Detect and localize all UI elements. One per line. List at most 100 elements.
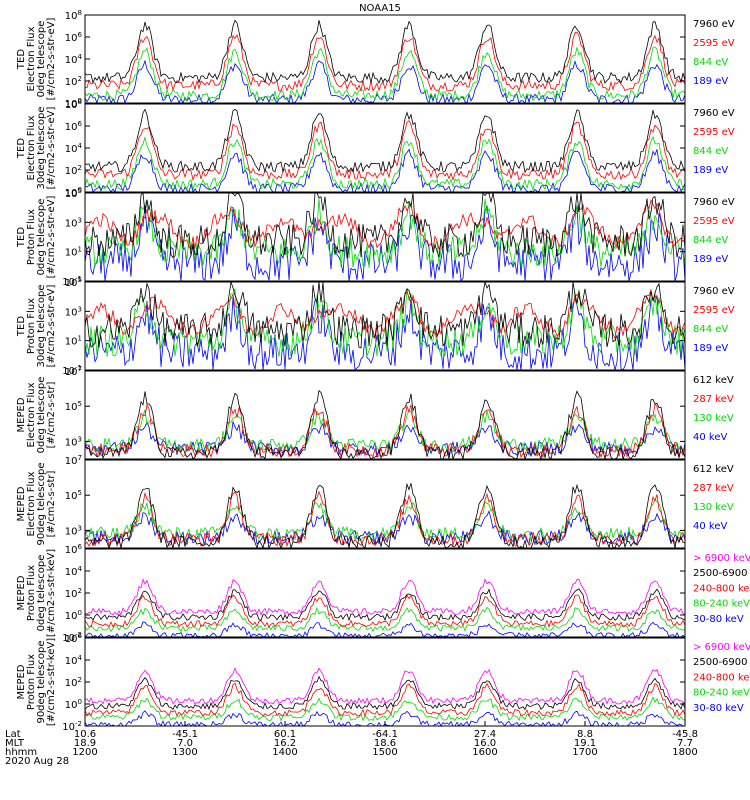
- y-tick-label: 100: [65, 97, 82, 110]
- panel-frame: [84, 370, 686, 460]
- series-meped-e-0-2: [84, 402, 686, 459]
- legend-entry: 130 keV: [693, 502, 734, 513]
- y-tick-label: 100: [65, 698, 82, 711]
- legend-entry: 287 keV: [693, 483, 734, 494]
- y-axis-label: MEPEDProton Flux0deg telescope[#/cm2-s-s…: [16, 549, 57, 637]
- x-tick-label: 16.2: [274, 738, 296, 749]
- legend-entry: 844 eV: [693, 57, 728, 68]
- legend-entry: 7960 eV: [693, 108, 735, 119]
- legend-entry: 240-800 keV: [693, 672, 750, 683]
- y-tick-label: 103: [65, 216, 82, 229]
- y-tick-label: 106: [65, 120, 83, 133]
- legend-entry: 80-240 keV: [693, 688, 750, 699]
- x-tick-label: 10.6: [74, 729, 96, 740]
- y-tick-label: 103: [65, 435, 82, 448]
- legend-entry: 287 keV: [693, 394, 734, 405]
- series-ted-e-30-1: [84, 108, 686, 174]
- legend-entry: > 6900 keV: [693, 553, 750, 564]
- legend-entry: 612 keV: [693, 464, 734, 475]
- series-ted-p-30-3: [84, 287, 686, 357]
- x-tick-label: 7.0: [177, 738, 193, 749]
- y-tick-label: 105: [65, 276, 82, 289]
- y-tick-label: 102: [65, 587, 82, 600]
- legend-entry: 189 eV: [693, 343, 728, 354]
- series-meped-p-90-2: [84, 675, 686, 711]
- series-meped-p-0-4: [84, 606, 686, 633]
- panel-meped-e-0: 107 105 103 MEPEDElectron Flux0deg telescop…: [16, 365, 734, 461]
- series-meped-e-0-4: [84, 420, 686, 457]
- panel-ted-p-0: 105 103 101 10-1 TEDProton Flux0deg telescop…: [16, 187, 735, 288]
- series-meped-e-0-1: [84, 389, 686, 461]
- series-ted-e-0-3: [84, 46, 686, 102]
- y-tick-label: 10-1: [62, 275, 82, 288]
- x-tick-label: 1800: [672, 747, 697, 758]
- y-tick-label: 105: [65, 489, 82, 502]
- y-tick-label: 103: [65, 524, 82, 537]
- y-axis-label: MEPEDElectron Flux90deg telescope[#/cm2-…: [16, 462, 57, 545]
- legend-entry: 7960 eV: [693, 19, 735, 30]
- y-tick-label: 108: [65, 9, 82, 22]
- y-axis-label: MEPEDProton Flux90deg telescope[#/cm2-s-…: [16, 638, 57, 726]
- legend-entry: 40 keV: [693, 521, 727, 532]
- x-tick-label: 19.1: [574, 738, 596, 749]
- x-tick-label: -45.8: [672, 729, 698, 740]
- legend-entry: 844 eV: [693, 235, 728, 246]
- y-tick-label: 10-2: [62, 631, 82, 644]
- x-row-name: hhmm: [5, 747, 37, 758]
- series-ted-p-0-4: [84, 204, 686, 282]
- panel-ted-e-30: 108 106 104 102 100 TEDElectron Flux30deg tel…: [16, 98, 735, 199]
- y-tick-label: 101: [65, 335, 82, 348]
- panel-meped-p-90: 106 104 102 100 10-2 MEPEDProton Flux90deg te…: [16, 632, 750, 733]
- y-tick-label: 108: [65, 98, 82, 111]
- legend-entry: > 6900 keV: [693, 642, 750, 653]
- x-tick-label: 1500: [372, 747, 397, 758]
- x-tick-label: 1300: [172, 747, 197, 758]
- x-row-name: MLT: [5, 738, 25, 749]
- series-ted-e-0-1: [84, 19, 686, 85]
- y-tick-label: 100: [65, 186, 82, 199]
- y-axis-label: TEDElectron Flux30deg telescope[#/cm2-s-…: [16, 106, 57, 189]
- panel-ted-p-30: 105 103 101 10-1 TEDProton Flux30deg telesco…: [16, 276, 735, 377]
- legend-entry: 2595 eV: [693, 38, 735, 49]
- y-tick-label: 106: [65, 31, 83, 44]
- legend-entry: 2500-6900: [693, 568, 748, 579]
- chart-title: NOAA15: [359, 3, 401, 14]
- legend-entry: 2500-6900: [693, 657, 748, 668]
- legend-entry: 189 eV: [693, 76, 728, 87]
- series-ted-e-30-3: [84, 135, 686, 192]
- series-ted-e-0-4: [84, 59, 686, 105]
- legend-entry: 7960 eV: [693, 197, 735, 208]
- x-tick-label: 60.1: [274, 729, 296, 740]
- y-tick-label: 104: [65, 565, 83, 578]
- panel-ted-e-0: 108 106 104 102 100 TEDElectron Flux0deg tele…: [16, 9, 735, 110]
- series-meped-p-0-3: [84, 594, 686, 629]
- series-ted-p-30-2: [84, 288, 686, 340]
- legend-entry: 80-240 keV: [693, 599, 750, 610]
- series-meped-e-90-3: [84, 498, 686, 542]
- x-row-name: Lat: [5, 729, 21, 740]
- y-tick-label: 101: [65, 246, 82, 259]
- legend-entry: 189 eV: [693, 165, 728, 176]
- x-tick-label: -64.1: [372, 729, 398, 740]
- series-ted-p-30-1: [84, 281, 686, 349]
- y-tick-label: 107: [65, 454, 82, 467]
- x-tick-label: 1200: [72, 747, 97, 758]
- legend-entry: 2595 eV: [693, 216, 735, 227]
- y-tick-label: 104: [65, 53, 83, 66]
- y-tick-label: 102: [65, 676, 82, 689]
- x-tick-label: 18.9: [74, 738, 96, 749]
- y-axis-label: MEPEDElectron Flux0deg telescope[#/cm2-s…: [16, 377, 57, 454]
- legend-entry: 30-80 keV: [693, 614, 744, 625]
- y-tick-label: 104: [65, 654, 83, 667]
- series-meped-p-0-1: [84, 578, 686, 616]
- x-tick-label: 1400: [272, 747, 297, 758]
- series-ted-p-0-1: [84, 191, 686, 259]
- x-tick-label: 1600: [472, 747, 497, 758]
- y-axis-label: TEDElectron Flux0deg telescope[#/cm2-s-s…: [16, 18, 57, 101]
- x-tick-label: -45.1: [172, 729, 198, 740]
- legend-entry: 130 keV: [693, 413, 734, 424]
- series-ted-p-0-3: [84, 198, 686, 268]
- series-meped-p-90-3: [84, 682, 686, 718]
- y-tick-label: 102: [65, 164, 82, 177]
